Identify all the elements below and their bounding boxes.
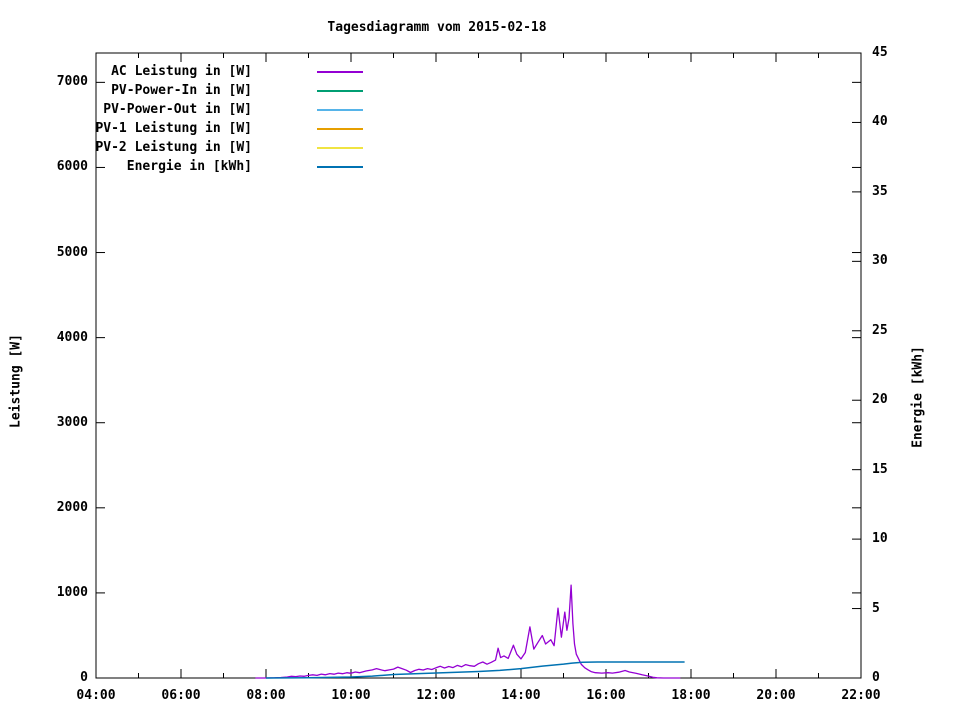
- legend-line-sample: [317, 147, 363, 149]
- legend-line-sample: [317, 128, 363, 130]
- legend-line-sample: [317, 71, 363, 73]
- left-axis-tick-label: 1000: [56, 584, 88, 600]
- legend-label: PV-2 Leistung in [W]: [95, 140, 252, 155]
- legend-label: AC Leistung in [W]: [111, 64, 252, 79]
- right-axis-tick-label: 45: [872, 45, 888, 60]
- x-axis-tick-label: 22:00: [841, 688, 881, 703]
- left-axis-tick-label: 4000: [56, 329, 88, 345]
- x-axis-tick-label: 06:00: [161, 688, 201, 703]
- legend-label: PV-1 Leistung in [W]: [95, 121, 252, 136]
- left-axis-tick-label: 3000: [56, 414, 88, 430]
- left-axis-tick-label: 2000: [56, 499, 88, 515]
- series-energie-in-kwh-: [265, 661, 685, 679]
- x-axis-tick-label: 18:00: [671, 688, 711, 703]
- right-axis-tick-label: 10: [872, 531, 888, 547]
- x-axis-tick-label: 16:00: [586, 688, 626, 703]
- legend-line-sample: [317, 109, 363, 111]
- x-axis-tick-label: 20:00: [756, 688, 796, 703]
- legend-label: PV-Power-In in [W]: [111, 83, 252, 98]
- right-axis-tick-label: 25: [872, 322, 888, 338]
- left-axis-tick-label: 7000: [56, 74, 88, 90]
- legend-line-sample: [317, 166, 363, 168]
- legend-label: PV-Power-Out in [W]: [103, 102, 252, 117]
- right-axis-tick-label: 35: [872, 183, 888, 199]
- x-axis-tick-label: 04:00: [76, 688, 116, 703]
- legend-label: Energie in [kWh]: [126, 159, 252, 174]
- right-axis-tick-label: 15: [872, 461, 888, 477]
- x-axis-tick-label: 12:00: [416, 688, 456, 703]
- chart-title: Tagesdiagramm vom 2015-02-18: [327, 20, 547, 35]
- right-axis-tick-label: 0: [872, 670, 880, 685]
- series-ac-leistung-in-w-: [255, 584, 681, 679]
- x-axis-tick-label: 08:00: [246, 688, 286, 703]
- left-axis-tick-label: 0: [80, 670, 88, 685]
- x-axis-tick-label: 14:00: [501, 688, 541, 703]
- left-axis-tick-label: 5000: [56, 244, 88, 260]
- x-axis-tick-label: 10:00: [331, 688, 371, 703]
- left-axis-tick-label: 6000: [56, 159, 88, 175]
- right-axis-tick-label: 40: [872, 114, 888, 130]
- right-axis-tick-label: 20: [872, 392, 888, 408]
- legend-line-sample: [317, 90, 363, 92]
- right-axis-tick-label: 5: [872, 600, 880, 616]
- right-axis-tick-label: 30: [872, 253, 888, 269]
